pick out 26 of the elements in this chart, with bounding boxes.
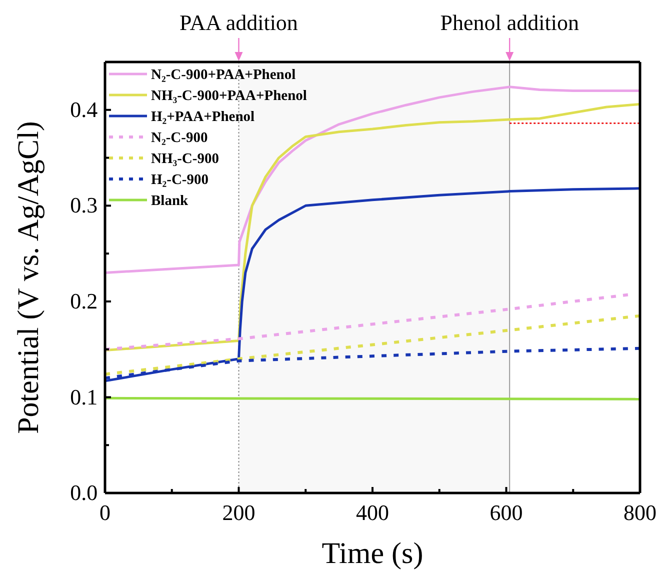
x-tick-label: 200 xyxy=(222,500,256,526)
line-series xyxy=(104,293,630,351)
line-series xyxy=(104,187,642,382)
y-tick-label: 0.2 xyxy=(70,288,98,314)
y-tick-label: 0.1 xyxy=(70,384,98,410)
ref-line-label: Phenol addition xyxy=(440,10,579,35)
line-series xyxy=(104,314,642,376)
legend-label: NH₃-C-900+PAA+Phenol xyxy=(151,88,307,104)
x-tick-label: 0 xyxy=(100,500,110,526)
x-tick-label: 600 xyxy=(490,500,523,526)
y-tick-label: 0.0 xyxy=(70,480,98,506)
y-axis-title: Potential (V vs. Ag/AgCl) xyxy=(12,121,45,434)
legend-label: NH₃-C-900 xyxy=(151,151,219,167)
legend-label: Blank xyxy=(151,193,190,209)
x-tick-label: 800 xyxy=(624,500,656,526)
legend-label: N₂-C-900+PAA+Phenol xyxy=(151,67,296,83)
y-tick-label: 0.3 xyxy=(70,192,98,218)
ref-line-label: PAA addition xyxy=(180,10,298,35)
x-axis-title: Time (s) xyxy=(322,537,424,570)
line-series xyxy=(104,86,642,274)
line-series xyxy=(104,102,642,352)
legend-label: H₂+PAA+Phenol xyxy=(151,109,255,125)
legend-label: N₂-C-900 xyxy=(151,130,208,146)
legend-label: H₂-C-900 xyxy=(151,172,209,188)
x-tick-label: 400 xyxy=(356,500,389,526)
y-tick-label: 0.4 xyxy=(70,96,98,122)
